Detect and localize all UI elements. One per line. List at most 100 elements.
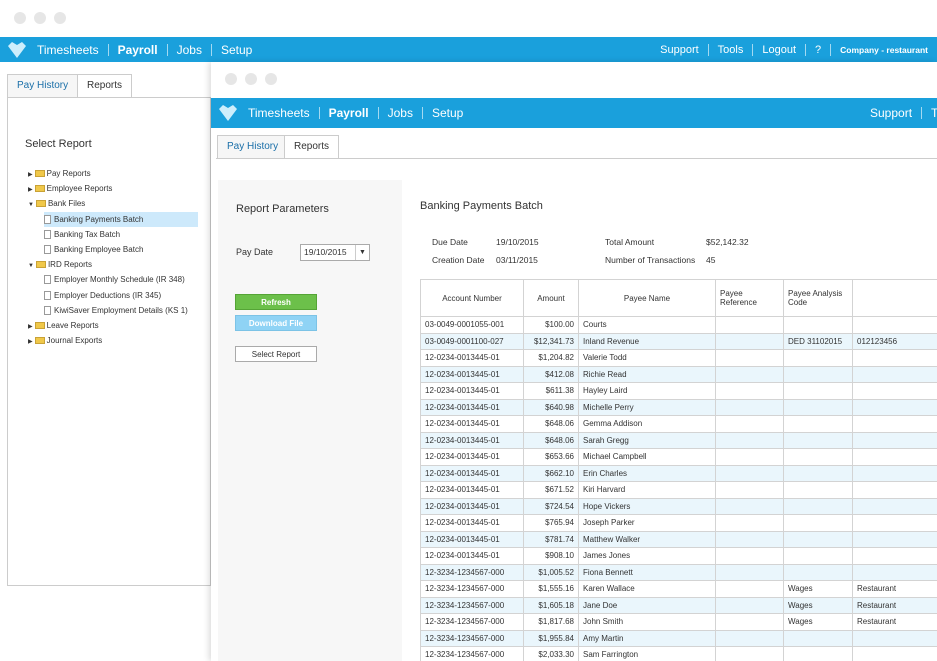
folder-label: Leave Reports: [46, 321, 99, 330]
table-cell: $1,817.68: [523, 613, 579, 631]
table-cell: [715, 580, 784, 598]
table-cell: Sam Farrington: [578, 646, 716, 661]
nav-item[interactable]: Setup: [421, 107, 472, 119]
select-report-button[interactable]: Select Report: [235, 346, 317, 362]
table-cell: [715, 646, 784, 661]
tree-folder[interactable]: ▼ Bank Files: [28, 199, 86, 209]
table-cell: [715, 464, 784, 482]
tab[interactable]: Pay History: [7, 74, 79, 97]
table-cell: 12-0234-0013445-01: [420, 382, 524, 400]
table-cell: [783, 514, 853, 532]
pay-date-value: 19/10/2015: [304, 247, 347, 257]
report-title: Banking Payments Batch: [420, 200, 543, 212]
table-cell: 12-0234-0013445-01: [420, 481, 524, 499]
tree-folder[interactable]: ▶ Employee Reports: [28, 184, 113, 194]
tree-folder[interactable]: ▶ Journal Exports: [28, 336, 103, 346]
table-cell: [715, 431, 784, 449]
nav-item[interactable]: Setup: [210, 43, 261, 56]
table-cell: Michelle Perry: [578, 398, 716, 416]
folder-label: Journal Exports: [46, 336, 103, 346]
tree-folder[interactable]: ▶ Leave Reports: [28, 321, 99, 330]
detail-value: 03/11/2015: [496, 255, 538, 265]
table-row: 12-0234-0013445-01 $611.38 Hayley Laird: [420, 382, 937, 400]
table-cell: [715, 382, 784, 400]
nav-item[interactable]: Logout: [752, 43, 805, 56]
table-cell: $611.38: [523, 382, 579, 400]
nav-item[interactable]: Jobs: [377, 107, 422, 119]
table-cell: [852, 464, 937, 482]
table-cell: [783, 646, 853, 661]
tree-report[interactable]: Banking Payments Batch: [44, 211, 198, 227]
nav-item[interactable]: Tools: [921, 107, 937, 119]
table-cell: Wages: [783, 596, 853, 614]
table-cell: James Jones: [578, 547, 716, 565]
table-cell: [852, 497, 937, 515]
table-cell: $12,341.73: [523, 332, 579, 350]
tree-folder[interactable]: ▼ IRD Reports: [28, 260, 92, 270]
table-cell: $412.08: [523, 365, 579, 383]
window-dot: [245, 73, 257, 85]
column-header: Payee Analysis Code: [783, 279, 853, 317]
logo: [8, 42, 26, 58]
table-cell: 12-3234-1234567-000: [420, 596, 524, 614]
table-cell: [715, 613, 784, 631]
table-cell: 12-0234-0013445-01: [420, 349, 524, 367]
report-label: KiwiSaver Employment Details (KS 1): [54, 305, 188, 315]
table-cell: $653.66: [523, 448, 579, 466]
table-cell: [783, 547, 853, 565]
table-cell: [715, 332, 784, 350]
refresh-button[interactable]: Refresh: [235, 294, 317, 310]
tree-report[interactable]: Banking Tax Batch: [44, 227, 198, 242]
report-label: Banking Payments Batch: [54, 214, 144, 224]
table-cell: [783, 497, 853, 515]
table-cell: [783, 448, 853, 466]
tree-folder[interactable]: ▶ Pay Reports: [28, 169, 91, 178]
column-header: Payee Name: [578, 279, 716, 317]
table-cell: 03-0049-0001100-027: [420, 332, 524, 350]
nav-item[interactable]: Payroll: [318, 107, 378, 119]
nav-item[interactable]: Tools: [707, 43, 753, 56]
detail-label: Number of Transactions: [605, 255, 696, 265]
nav-item[interactable]: Jobs: [166, 43, 211, 56]
nav-item[interactable]: Payroll: [107, 43, 167, 56]
nav-item[interactable]: Support: [870, 106, 913, 120]
window-dot: [34, 12, 46, 24]
tab[interactable]: Pay History: [217, 135, 289, 158]
nav-item[interactable]: Support: [660, 43, 699, 56]
tree-report[interactable]: KiwiSaver Employment Details (KS 1): [44, 303, 198, 318]
table-cell: [783, 481, 853, 499]
table-cell: [715, 547, 784, 565]
table-cell: 12-0234-0013445-01: [420, 497, 524, 515]
table-cell: $1,555.16: [523, 580, 579, 598]
table-cell: $671.52: [523, 481, 579, 499]
tree-report[interactable]: Banking Employee Batch: [44, 242, 198, 257]
nav-item[interactable]: Timesheets: [37, 42, 99, 57]
tab[interactable]: Reports: [284, 135, 340, 159]
table-cell: [715, 530, 784, 548]
table-cell: [852, 365, 937, 383]
table-cell: Amy Martin: [578, 629, 716, 647]
table-cell: Restaurant: [852, 596, 937, 614]
table-row: 03-0049-0001055-001 $100.00 Courts: [420, 316, 937, 334]
nav-item[interactable]: ?: [805, 43, 830, 56]
tab[interactable]: Reports: [77, 74, 133, 98]
download-button[interactable]: Download File: [235, 315, 317, 331]
table-cell: [715, 398, 784, 416]
table-row: 12-0234-0013445-01 $648.06 Gemma Addison: [420, 415, 937, 433]
table-cell: 12-3234-1234567-000: [420, 646, 524, 661]
pay-date-select[interactable]: 19/10/2015 ▼: [300, 244, 370, 261]
table-cell: [715, 629, 784, 647]
tree-report[interactable]: Employer Monthly Schedule (IR 348): [44, 272, 198, 287]
tree-report[interactable]: Employer Deductions (IR 345): [44, 288, 198, 303]
table-cell: [715, 481, 784, 499]
table-cell: 12-0234-0013445-01: [420, 514, 524, 532]
nav-item[interactable]: Company - restaurant: [830, 43, 937, 56]
table-cell: 12-3234-1234567-000: [420, 563, 524, 581]
table-cell: Fiona Bennett: [578, 563, 716, 581]
table-cell: John Smith: [578, 613, 716, 631]
nav-item[interactable]: Timesheets: [248, 106, 310, 120]
table-cell: [852, 530, 937, 548]
window-dot: [225, 73, 237, 85]
